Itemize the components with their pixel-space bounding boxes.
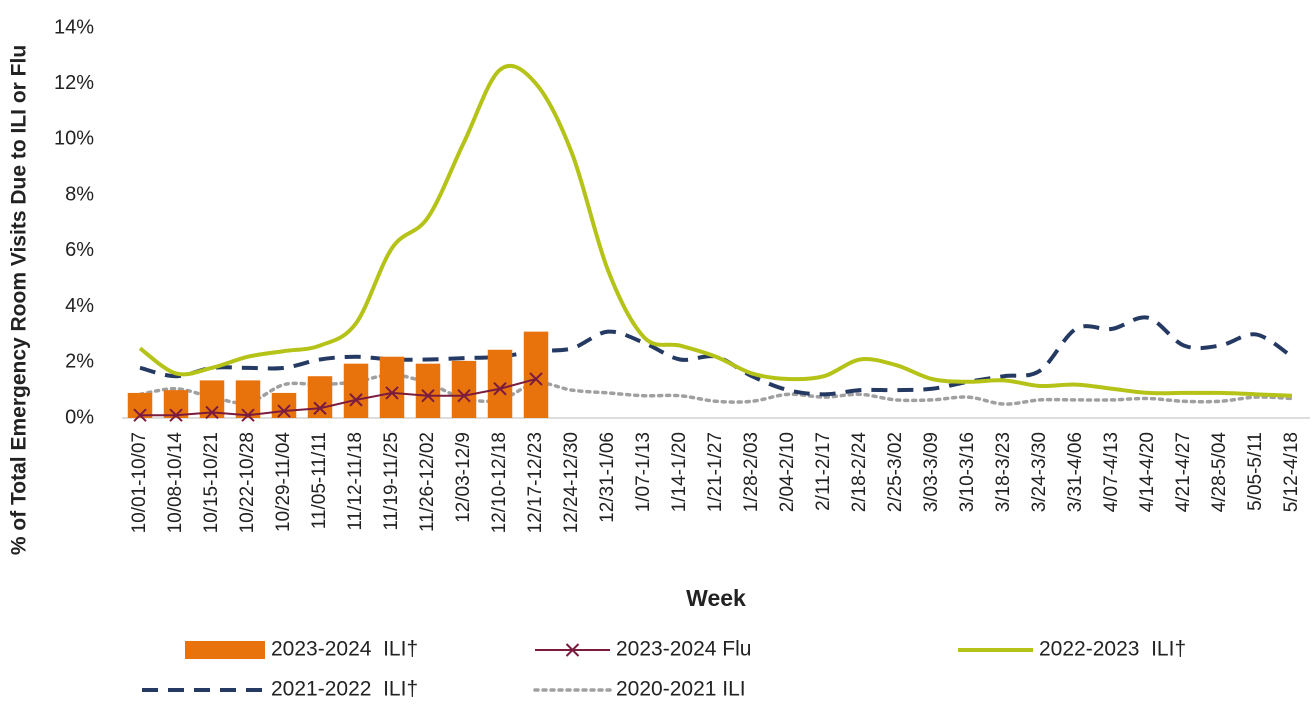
x-tick-label: 10/08-10/14 bbox=[165, 432, 186, 534]
x-axis-label: Week bbox=[686, 585, 746, 611]
bar bbox=[235, 380, 261, 418]
x-marker bbox=[169, 408, 183, 422]
x-tick-label: 3/18-3/23 bbox=[993, 432, 1014, 512]
x-tick-label: 4/07-4/13 bbox=[1101, 432, 1122, 512]
x-marker bbox=[313, 401, 327, 415]
y-tick-label: 12% bbox=[54, 72, 94, 94]
x-marker bbox=[493, 382, 507, 396]
x-tick-label: 3/24-3/30 bbox=[1029, 432, 1050, 512]
bar bbox=[307, 376, 333, 418]
x-tick-label: 5/05-5/11 bbox=[1245, 432, 1266, 511]
legend-label: 2022-2023 ILI† bbox=[1039, 638, 1186, 661]
x-tick-label: 12/17-12/23 bbox=[525, 432, 546, 533]
x-tick-label: 4/21-4/27 bbox=[1173, 432, 1194, 512]
x-marker bbox=[457, 389, 471, 403]
x-tick-label: 4/14-4/20 bbox=[1137, 432, 1158, 512]
bar bbox=[271, 392, 297, 418]
x-tick-label: 3/03-3/09 bbox=[921, 432, 942, 512]
legend-swatch bbox=[185, 641, 265, 659]
x-tick-label: 12/03-12/9 bbox=[453, 432, 474, 523]
x-tick-label: 11/19-11/25 bbox=[381, 432, 402, 531]
x-tick-label: 1/21-1/27 bbox=[705, 432, 726, 512]
bar bbox=[523, 331, 549, 418]
y-tick-label: 14% bbox=[54, 16, 94, 38]
x-marker bbox=[529, 372, 543, 386]
x-tick-label: 3/10-3/16 bbox=[957, 432, 978, 512]
y-tick-label: 10% bbox=[54, 128, 94, 150]
x-tick-label: 10/01-10/07 bbox=[129, 432, 150, 533]
x-tick-label: 2/18-2/24 bbox=[849, 432, 870, 513]
x-tick-label: 11/26-12/02 bbox=[417, 432, 438, 532]
line-solid bbox=[138, 63, 1293, 398]
y-tick-label: 4% bbox=[65, 295, 94, 317]
x-tick-label: 11/12-11/18 bbox=[345, 432, 366, 531]
x-tick-label: 2/25-3/02 bbox=[885, 432, 906, 512]
bar bbox=[487, 349, 513, 418]
line-dotted bbox=[138, 373, 1294, 406]
x-tick-label: 2/04-2/10 bbox=[777, 432, 798, 512]
legend-label: 2021-2022 ILI† bbox=[271, 678, 418, 701]
bar bbox=[379, 356, 405, 418]
y-tick-label: 8% bbox=[65, 183, 94, 205]
legend-label: 2023-2024 Flu bbox=[616, 638, 751, 661]
x-marker bbox=[349, 393, 363, 407]
x-marker bbox=[385, 386, 399, 400]
bar bbox=[451, 360, 477, 418]
legend-marker bbox=[565, 643, 580, 657]
legend-label: 2023-2024 ILI† bbox=[271, 638, 418, 661]
line-marker-line bbox=[140, 378, 537, 417]
line-dashed bbox=[139, 315, 1294, 397]
bar bbox=[343, 363, 369, 418]
x-marker bbox=[241, 408, 255, 422]
x-tick-label: 12/31-1/06 bbox=[597, 432, 618, 523]
legend-label: 2020-2021 ILI bbox=[616, 678, 746, 701]
x-tick-label: 10/29-11/04 bbox=[273, 432, 294, 532]
x-tick-label: 10/22-10/28 bbox=[237, 432, 258, 533]
x-tick-label: 1/14-1/20 bbox=[669, 432, 690, 512]
y-tick-label: 6% bbox=[65, 239, 94, 261]
x-tick-label: 5/12-4/18 bbox=[1281, 432, 1302, 512]
bar bbox=[163, 390, 189, 418]
x-marker bbox=[205, 405, 219, 420]
x-marker bbox=[277, 404, 291, 418]
x-marker bbox=[133, 408, 147, 422]
y-tick-label: 0% bbox=[65, 406, 94, 428]
x-tick-label: 1/28-2/03 bbox=[741, 432, 762, 512]
x-tick-label: 10/15-10/21 bbox=[201, 432, 222, 533]
x-tick-label: 4/28-5/04 bbox=[1209, 432, 1230, 513]
y-axis-label: % of Total Emergency Room Visits Due to … bbox=[8, 45, 31, 555]
x-tick-label: 12/10-12/18 bbox=[489, 432, 510, 533]
x-tick-label: 1/07-1/13 bbox=[633, 432, 654, 512]
x-tick-label: 11/05-11/11 bbox=[309, 432, 330, 529]
x-marker bbox=[421, 389, 435, 403]
x-tick-label: 2/11-2/17 bbox=[813, 432, 834, 511]
y-tick-label: 2% bbox=[65, 351, 94, 373]
x-tick-label: 3/31-4/06 bbox=[1065, 432, 1086, 512]
bar bbox=[415, 363, 441, 418]
x-tick-label: 12/24-12/30 bbox=[561, 432, 582, 533]
